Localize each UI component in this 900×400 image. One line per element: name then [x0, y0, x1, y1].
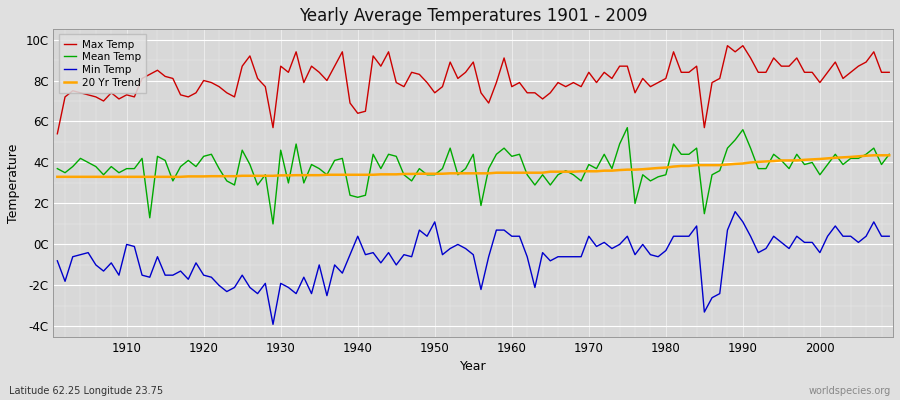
Legend: Max Temp, Mean Temp, Min Temp, 20 Yr Trend: Max Temp, Mean Temp, Min Temp, 20 Yr Tre… [58, 34, 146, 93]
Line: 20 Yr Trend: 20 Yr Trend [58, 155, 889, 177]
Max Temp [52, 131, 63, 136]
Mean Temp [267, 222, 278, 226]
Min Temp [52, 258, 63, 263]
Line: Mean Temp: Mean Temp [58, 128, 889, 224]
20 Yr Trend [598, 168, 609, 173]
Min Temp [113, 273, 124, 278]
Y-axis label: Temperature: Temperature [7, 143, 20, 223]
Text: Latitude 62.25 Longitude 23.75: Latitude 62.25 Longitude 23.75 [9, 386, 163, 396]
Max Temp [722, 43, 733, 48]
20 Yr Trend [113, 174, 124, 179]
Max Temp [884, 70, 895, 75]
Mean Temp [291, 142, 302, 146]
Mean Temp [622, 125, 633, 130]
Line: Min Temp: Min Temp [58, 212, 889, 324]
Min Temp [507, 234, 517, 239]
Mean Temp [607, 166, 617, 171]
Min Temp [291, 291, 302, 296]
Mean Temp [884, 152, 895, 157]
Min Temp [267, 322, 278, 327]
Min Temp [337, 271, 347, 276]
Max Temp [499, 56, 509, 60]
20 Yr Trend [499, 170, 509, 175]
Min Temp [514, 234, 525, 239]
Mean Temp [52, 166, 63, 171]
20 Yr Trend [507, 170, 517, 175]
Max Temp [507, 84, 517, 89]
Mean Temp [113, 170, 124, 175]
X-axis label: Year: Year [460, 360, 487, 373]
20 Yr Trend [868, 153, 879, 158]
Mean Temp [514, 152, 525, 157]
Mean Temp [337, 156, 347, 161]
Max Temp [113, 96, 124, 101]
Line: Max Temp: Max Temp [58, 46, 889, 134]
Max Temp [329, 64, 340, 68]
Min Temp [730, 209, 741, 214]
20 Yr Trend [884, 153, 895, 158]
20 Yr Trend [52, 174, 63, 179]
Min Temp [607, 246, 617, 251]
20 Yr Trend [283, 173, 293, 178]
Title: Yearly Average Temperatures 1901 - 2009: Yearly Average Temperatures 1901 - 2009 [299, 7, 647, 25]
Mean Temp [507, 154, 517, 159]
Text: worldspecies.org: worldspecies.org [809, 386, 891, 396]
Max Temp [598, 70, 609, 75]
20 Yr Trend [329, 172, 340, 177]
Min Temp [884, 234, 895, 239]
Max Temp [283, 70, 293, 75]
